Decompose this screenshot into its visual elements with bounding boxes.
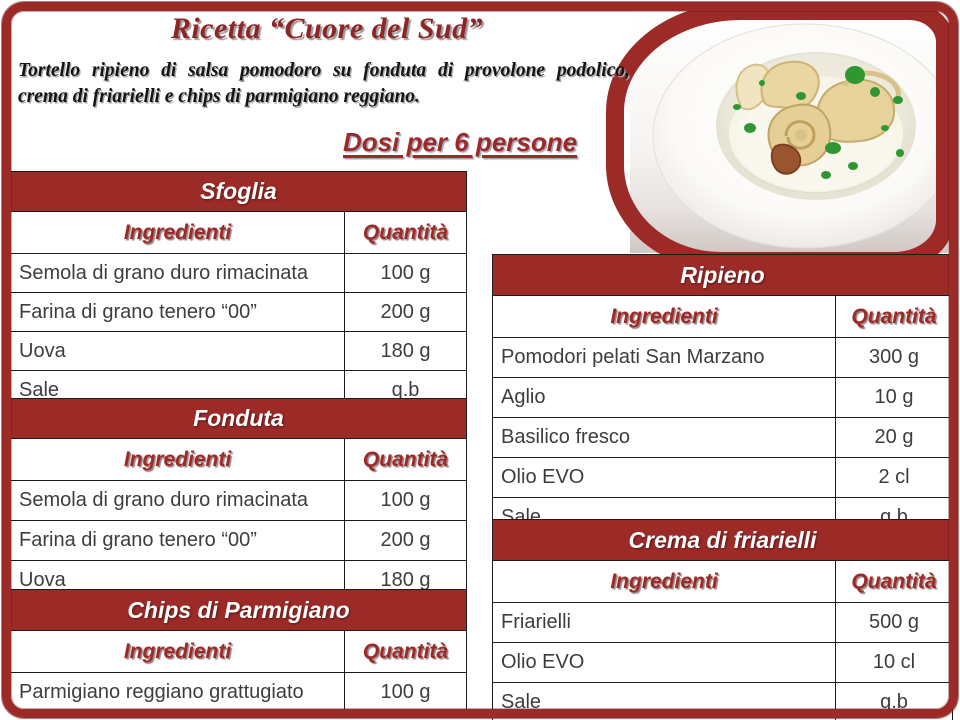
table-row: Farina di grano tenero “00” 200 g xyxy=(10,520,468,561)
table-row: Olio EVO 2 cl xyxy=(492,457,953,498)
column-header-quantity: Quantità xyxy=(834,560,954,603)
quantity-cell: 10 cl xyxy=(834,642,954,683)
servings-heading: Dosi per 6 persone xyxy=(343,127,578,157)
quantity-cell: 300 g xyxy=(835,337,953,378)
page-title: Ricetta “Cuore del Sud” xyxy=(170,12,484,45)
quantity-cell: 200 g xyxy=(343,520,468,561)
table-row: Sale q.b xyxy=(492,682,954,720)
column-header-ingredients: Ingredienti xyxy=(492,560,836,603)
table-row: Basilico fresco 20 g xyxy=(492,417,953,458)
column-header-ingredients: Ingredienti xyxy=(10,211,345,254)
table-ripieno: Ripieno Ingredienti Quantità Pomodori pe… xyxy=(492,254,953,538)
ingredient-cell: Aglio xyxy=(492,377,836,418)
ingredient-cell: Semola di grano duro rimacinata xyxy=(10,480,345,521)
table-row: Farina di grano tenero “00” 200 g xyxy=(10,292,468,332)
quantity-cell: q.b xyxy=(834,682,954,720)
ingredient-cell: Parmigiano reggiano grattugiato xyxy=(10,672,345,713)
table-row: Semola di grano duro rimacinata 100 g xyxy=(10,480,468,521)
table-row: Uova 180 g xyxy=(10,331,468,371)
column-header-ingredients: Ingredienti xyxy=(10,630,345,673)
quantity-cell: 100 g xyxy=(344,672,467,713)
table-sfoglia: Sfoglia Ingredienti Quantità Semola di g… xyxy=(9,171,468,410)
column-header-quantity: Quantità xyxy=(343,438,468,481)
quantity-cell: 2 cl xyxy=(835,457,953,498)
column-header-quantity: Quantità xyxy=(344,630,467,673)
ingredient-cell: Olio EVO xyxy=(492,457,836,498)
ingredient-cell: Olio EVO xyxy=(492,642,836,683)
table-chips-di-parmigiano: Chips di Parmigiano Ingredienti Quantità… xyxy=(10,589,467,713)
table-row: Semola di grano duro rimacinata 100 g xyxy=(10,253,468,293)
column-header-quantity: Quantità xyxy=(835,295,953,338)
table-crema-di-friarielli: Crema di friarielli Ingredienti Quantità… xyxy=(491,519,954,720)
table-row: Friarielli 500 g xyxy=(492,602,954,643)
quantity-cell: 100 g xyxy=(343,253,468,293)
quantity-cell: 10 g xyxy=(835,377,953,418)
table-title-chips: Chips di Parmigiano xyxy=(10,589,467,631)
table-title-fonduta: Fonduta xyxy=(9,398,468,439)
quantity-cell: 100 g xyxy=(343,480,468,521)
table-row: Pomodori pelati San Marzano 300 g xyxy=(492,337,953,378)
table-row: Parmigiano reggiano grattugiato 100 g xyxy=(10,672,467,713)
ingredient-cell: Pomodori pelati San Marzano xyxy=(492,337,836,378)
quantity-cell: 200 g xyxy=(343,292,468,332)
recipe-subtitle: Tortello ripieno di salsa pomodoro su fo… xyxy=(18,58,630,110)
ingredient-cell: Farina di grano tenero “00” xyxy=(10,292,345,332)
column-header-ingredients: Ingredienti xyxy=(10,438,345,481)
table-row: Olio EVO 10 cl xyxy=(492,642,954,683)
ingredient-cell: Sale xyxy=(492,682,836,720)
quantity-cell: 180 g xyxy=(343,331,468,371)
table-fonduta: Fonduta Ingredienti Quantità Semola di g… xyxy=(9,398,468,601)
table-title-sfoglia: Sfoglia xyxy=(9,171,468,212)
ingredient-cell: Basilico fresco xyxy=(492,417,836,458)
ingredient-cell: Semola di grano duro rimacinata xyxy=(10,253,345,293)
table-row: Aglio 10 g xyxy=(492,377,953,418)
table-title-crema: Crema di friarielli xyxy=(491,519,954,561)
ingredient-cell: Farina di grano tenero “00” xyxy=(10,520,345,561)
quantity-cell: 20 g xyxy=(835,417,953,458)
column-header-quantity: Quantità xyxy=(343,211,468,254)
column-header-ingredients: Ingredienti xyxy=(492,295,836,338)
table-title-ripieno: Ripieno xyxy=(492,254,953,296)
decorative-red-ring xyxy=(606,2,954,270)
subtitle-line-1: Tortello ripieno di salsa pomodoro su fo… xyxy=(18,60,630,81)
ingredient-cell: Uova xyxy=(10,331,345,371)
ingredient-cell: Friarielli xyxy=(492,602,836,643)
subtitle-line-2: crema di friarielli e chips di parmigian… xyxy=(18,86,420,107)
quantity-cell: 500 g xyxy=(834,602,954,643)
